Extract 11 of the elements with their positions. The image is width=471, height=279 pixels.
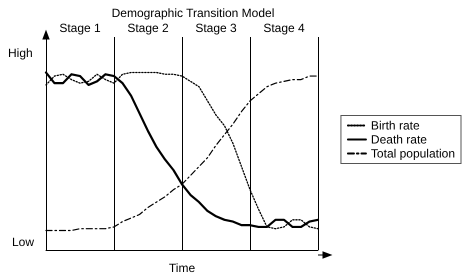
x-tick-label: Stage 1 — [59, 21, 102, 35]
x-tick-label: Stage 2 — [127, 21, 170, 35]
x-tick-label: Stage 3 — [195, 21, 238, 35]
legend-label: Death rate — [370, 132, 428, 146]
text: Low — [12, 235, 34, 249]
chart-title: Demographic Transition Model — [112, 6, 274, 20]
legend-label: Total population — [370, 146, 456, 160]
x-axis-title: Time — [168, 261, 196, 275]
legend-label: Birth rate — [370, 118, 420, 132]
x-tick-label: Stage 4 — [263, 21, 306, 35]
text: High — [8, 46, 33, 60]
